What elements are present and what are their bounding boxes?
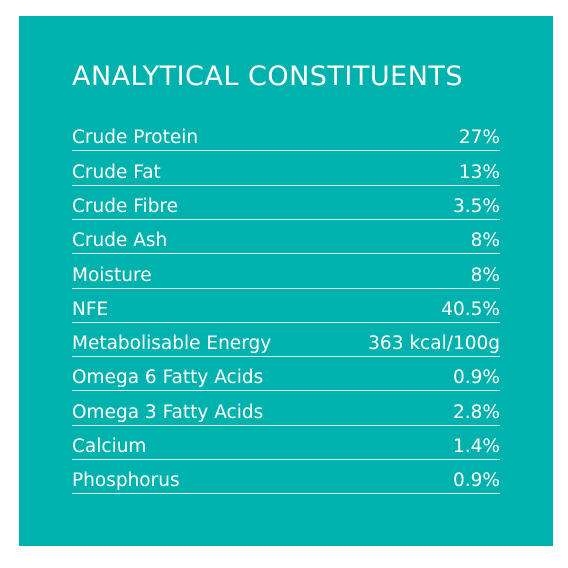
table-row: Crude Fibre 3.5% <box>72 187 500 220</box>
row-label: Crude Protein <box>72 127 199 149</box>
row-value: 8% <box>470 230 500 252</box>
table-row: Crude Ash 8% <box>72 221 500 255</box>
row-value: 3.5% <box>453 195 500 217</box>
row-value: 0.9% <box>453 470 500 492</box>
row-label: Phosphorus <box>72 470 180 492</box>
row-label: Moisture <box>72 264 152 286</box>
row-value: 1.4% <box>453 435 500 457</box>
table-row: Omega 6 Fatty Acids 0.9% <box>72 358 500 392</box>
row-label: Crude Ash <box>72 230 168 252</box>
table-row: Phosphorus 0.9% <box>72 461 500 495</box>
row-label: Calcium <box>72 435 147 457</box>
table-row: Crude Protein 27% <box>72 118 500 152</box>
table-row: Omega 3 Fatty Acids 2.8% <box>72 392 500 426</box>
row-label: Metabolisable Energy <box>72 333 272 355</box>
row-label: Omega 6 Fatty Acids <box>72 367 264 389</box>
row-label: Crude Fibre <box>72 195 179 217</box>
table-row: NFE 40.5% <box>72 289 500 323</box>
row-value: 2.8% <box>453 401 500 423</box>
row-value: 0.9% <box>453 367 500 389</box>
row-label: NFE <box>72 298 109 320</box>
row-label: Crude Fat <box>72 161 161 183</box>
row-label: Omega 3 Fatty Acids <box>72 401 264 423</box>
table-row: Crude Fat 13% <box>72 152 500 186</box>
row-value: 8% <box>470 264 500 286</box>
analytical-constituents-panel: ANALYTICAL CONSTITUENTS Crude Protein 27… <box>19 16 553 546</box>
row-value: 363 kcal/100g <box>368 333 500 355</box>
table-row: Metabolisable Energy 363 kcal/100g <box>72 324 500 358</box>
table-row: Calcium 1.4% <box>72 427 500 460</box>
row-value: 27% <box>458 127 500 149</box>
table-row: Moisture 8% <box>72 255 500 289</box>
row-value: 13% <box>458 161 500 183</box>
constituents-table: Crude Protein 27% Crude Fat 13% Crude Fi… <box>72 118 500 495</box>
row-value: 40.5% <box>441 298 500 320</box>
panel-title: ANALYTICAL CONSTITUENTS <box>72 61 464 92</box>
